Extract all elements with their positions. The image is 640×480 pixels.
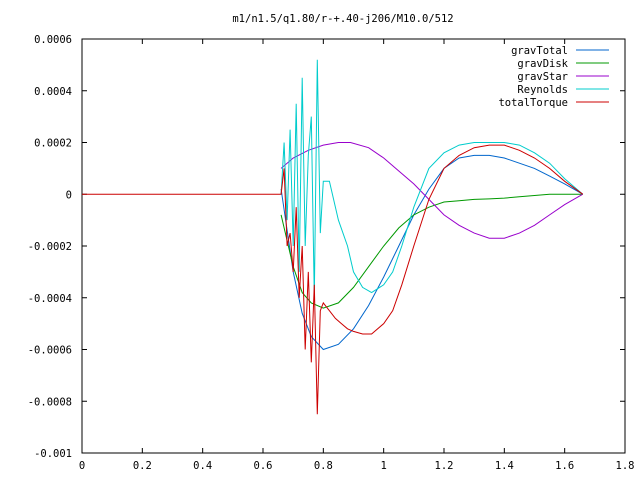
chart-title: m1/n1.5/q1.80/r-+.40-j206/M10.0/512 [232,13,453,25]
y-tick-label: 0.0006 [34,34,72,46]
x-tick-label: 1.6 [555,460,574,472]
x-tick-label: 0.4 [193,460,212,472]
x-tick-label: 1.2 [435,460,454,472]
x-tick-label: 0.6 [254,460,273,472]
series-line-gravDisk [280,193,583,309]
legend-label: gravTotal [511,45,568,57]
series-line-gravTotal [280,154,584,351]
series-line-Reynolds [280,59,584,298]
y-tick-label: -0.0008 [28,396,72,408]
x-tick-label: 0.2 [133,460,152,472]
legend-label: Reynolds [517,84,568,96]
y-tick-label: -0.0002 [28,241,72,253]
legend-label: gravStar [517,71,568,83]
y-tick-label: 0.0002 [34,138,72,150]
legend-label: totalTorque [498,97,568,109]
x-tick-label: 0 [79,460,85,472]
x-tick-label: 1.8 [616,460,635,472]
series-line-gravStar [280,142,584,239]
series-layer [82,59,584,415]
x-tick-label: 0.8 [314,460,333,472]
legend-label: gravDisk [517,58,568,70]
y-tick-label: -0.0006 [28,345,72,357]
y-tick-label: -0.001 [34,448,72,460]
series-line-totalTorque [82,144,584,415]
axes: 0 0.2 0.4 0.6 0.8 1 1.2 1.4 1.6 1.8 0.0006 0.0004 0.… [28,34,635,472]
y-tick-label: 0 [66,189,72,201]
y-tick-label: 0.0004 [34,86,72,98]
y-tick-label: -0.0004 [28,293,72,305]
x-tick-label: 1 [381,460,387,472]
x-tick-label: 1.4 [495,460,514,472]
legend: gravTotalgravDiskgravStarReynoldstotalTo… [498,45,609,109]
